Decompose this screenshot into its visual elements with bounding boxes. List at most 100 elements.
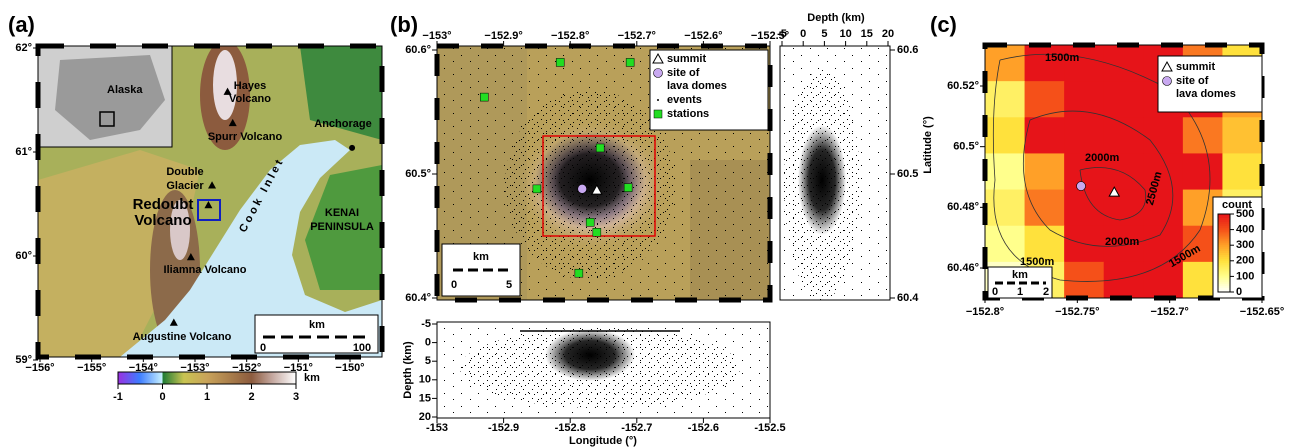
colorbar-label: 0 [1236, 286, 1242, 298]
heat-cell [1064, 45, 1105, 82]
frame [37, 45, 383, 358]
scalebar-label: 0 [451, 279, 457, 291]
scalebar-label: 0 [260, 342, 266, 354]
x-tick-label: 20 [882, 28, 894, 40]
relief-map [437, 46, 770, 300]
legend-label: stations [667, 108, 709, 120]
scalebar-label: 5 [506, 279, 512, 291]
colorbar-step [1218, 264, 1230, 268]
y-tick-label: 60.5° [953, 141, 979, 153]
heat-cell [1143, 189, 1184, 227]
domes [577, 184, 587, 194]
colorbar-step [1218, 251, 1230, 254]
heat-cell [1024, 45, 1065, 82]
place-label: Iliamna Volcano [164, 264, 247, 276]
colorbar-step [1218, 231, 1230, 234]
x-tick-label: -152.5 [754, 422, 785, 434]
x-tick-label: −153° [180, 362, 209, 374]
scalebar-unit: km [1012, 269, 1028, 281]
heat-cell [1103, 81, 1144, 118]
heat-cell [1024, 153, 1065, 191]
y-tick-label: 60.52° [947, 80, 979, 92]
station [532, 184, 542, 194]
colorbar-step [1218, 249, 1230, 252]
colorbar-step [1218, 276, 1230, 279]
heat-cell [1024, 189, 1065, 227]
colorbar-step [1218, 215, 1230, 219]
station [623, 183, 633, 192]
colorbar-step [1218, 256, 1230, 260]
colorbar-step [1218, 288, 1230, 291]
colorbar-step [1218, 219, 1230, 223]
colorbar-step [1218, 247, 1230, 250]
colorbar-step [1218, 223, 1230, 227]
place-marker [223, 87, 232, 95]
x-tick-label: −152.6° [684, 30, 722, 42]
station [595, 143, 605, 153]
heat-cell [1182, 153, 1223, 191]
legend [1157, 55, 1263, 113]
station [625, 58, 635, 67]
x-tick-label: -5 [777, 28, 787, 40]
colorbar-step [1218, 286, 1230, 289]
scalebar-box [254, 314, 379, 354]
colorbar-label: 3 [293, 391, 299, 403]
colorbar-title: count [1222, 199, 1252, 211]
y-tick-label: 60.46° [947, 262, 979, 274]
colorbar-label: -1 [113, 391, 123, 403]
colorbar-step [1218, 221, 1230, 225]
place-label: Anchorage [314, 118, 371, 130]
heat-cell [1143, 261, 1184, 298]
x-tick-label: −154° [129, 362, 158, 374]
colorbar-frame [1217, 213, 1231, 293]
x-tick-label: -152.9 [488, 422, 519, 434]
x-tick-label: −156° [25, 362, 54, 374]
x-tick-label: −152.9° [484, 30, 522, 42]
place-marker [204, 201, 213, 209]
colorbar-step [1218, 284, 1230, 287]
heat-cell [1182, 117, 1223, 154]
relief-map [38, 46, 382, 357]
legend-symbol [1161, 60, 1173, 72]
frame [984, 44, 1263, 299]
heat-cell [1024, 117, 1065, 154]
colorbar-step [1218, 280, 1230, 283]
colorbar-step [1218, 227, 1230, 231]
place-marker [208, 181, 217, 189]
summit [1108, 186, 1121, 197]
colorbar-step [1218, 253, 1230, 256]
heat-cell [1143, 117, 1184, 154]
place-label: Double [166, 166, 203, 178]
heat-cell [1222, 117, 1262, 154]
heat-cell [1103, 45, 1144, 82]
y-tick-label: 60.4 [897, 292, 919, 304]
y-tick-label: 61° [15, 146, 32, 158]
heat-cell [985, 225, 1026, 263]
place-marker [169, 318, 178, 326]
y-tick-label: 60° [15, 250, 32, 262]
scalebar-unit: km [309, 319, 325, 331]
colorbar-step [1218, 241, 1230, 244]
x-tick-label: −152.8° [966, 306, 1004, 318]
colorbar-label: 0 [159, 391, 165, 403]
heat-cell [1064, 261, 1105, 298]
axis-label: Depth (km) [402, 341, 414, 399]
colorbar-unit: km [304, 372, 320, 384]
y-tick-label: -5 [421, 318, 431, 330]
x-tick-label: 10 [839, 28, 851, 40]
colorbar-label: 300 [1236, 239, 1254, 251]
colorbar-step [1218, 278, 1230, 281]
scalebar-label: 1 [1017, 286, 1023, 298]
place-label: Glacier [166, 180, 204, 192]
x-tick-label: −155° [77, 362, 106, 374]
colorbar-label: 200 [1236, 255, 1254, 267]
legend-label: summit [1176, 61, 1215, 73]
colorbar-step [1218, 266, 1230, 270]
domes [1076, 181, 1086, 191]
station [574, 268, 584, 278]
place-marker [349, 144, 356, 151]
colorbar-step [1218, 239, 1230, 242]
station [480, 92, 489, 102]
y-tick-label: 62° [15, 42, 32, 54]
